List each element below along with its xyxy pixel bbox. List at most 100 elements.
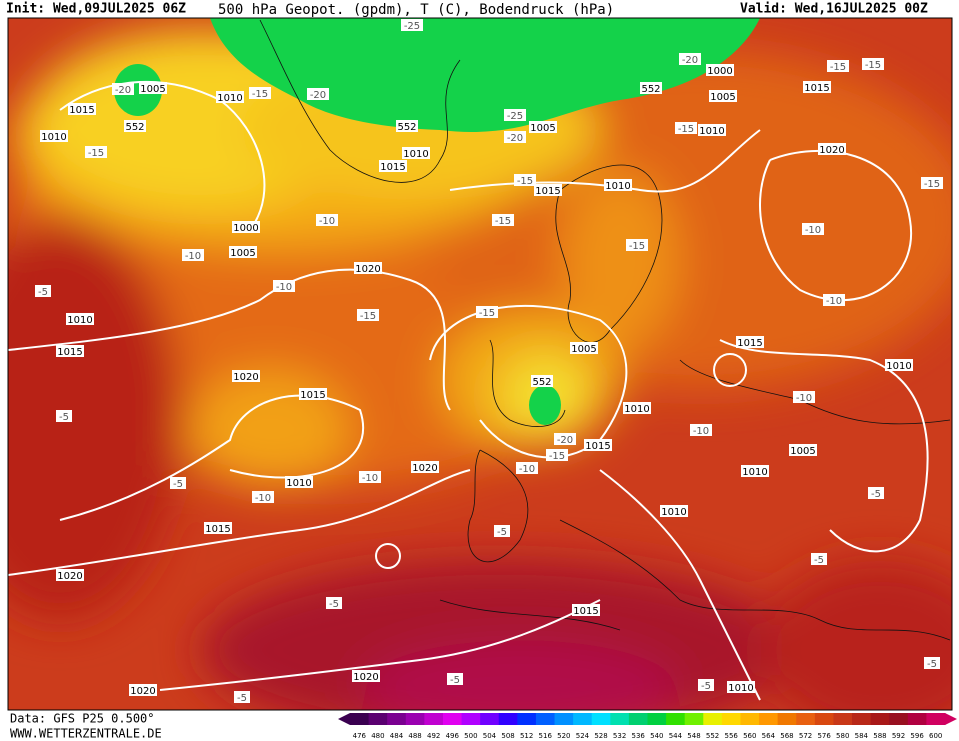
isobar-label-box bbox=[129, 684, 157, 696]
temperature-label: -5 bbox=[871, 489, 881, 500]
isobar-label-box bbox=[604, 179, 632, 191]
isobar-label-box bbox=[572, 604, 600, 616]
temperature-label-box bbox=[504, 131, 526, 143]
colorbar-label: 564 bbox=[762, 732, 776, 740]
isobar-label-box bbox=[885, 359, 913, 371]
temperature-label-box bbox=[823, 294, 845, 306]
colorbar-swatch bbox=[405, 713, 425, 725]
isobar-label-box bbox=[640, 82, 662, 94]
temperature-label: -15 bbox=[924, 179, 940, 190]
valid-time: Valid: Wed,16JUL2025 00Z bbox=[740, 2, 928, 17]
isobar-label: 1005 bbox=[790, 446, 815, 457]
isobar-label-box bbox=[584, 439, 612, 451]
temperature-label: -10 bbox=[319, 216, 335, 227]
colorbar-label: 556 bbox=[724, 732, 738, 740]
isobar-label-box bbox=[139, 82, 167, 94]
temperature-label-box bbox=[679, 53, 701, 65]
isobar-label: 1020 bbox=[355, 264, 380, 275]
isobars bbox=[8, 80, 929, 701]
temperature-label-box bbox=[802, 223, 824, 235]
temperature-label: -5 bbox=[450, 675, 460, 686]
temperature-label-box bbox=[675, 122, 697, 134]
colorbar-swatch bbox=[721, 713, 741, 725]
colorbar-label: 532 bbox=[613, 732, 626, 740]
temperature-label: -20 bbox=[557, 435, 573, 446]
colorbar-label: 536 bbox=[632, 732, 646, 740]
colorbar-swatch bbox=[535, 713, 556, 725]
isobar-label: 1015 bbox=[804, 83, 829, 94]
isobar-label: 1005 bbox=[710, 92, 735, 103]
temperature-label: -15 bbox=[830, 62, 846, 73]
isobar-label-box bbox=[803, 81, 831, 93]
temperature-label-box bbox=[862, 58, 884, 70]
temperature-label: -15 bbox=[252, 89, 268, 100]
colorbar-label: 480 bbox=[371, 732, 384, 740]
temperature-label: -15 bbox=[360, 311, 376, 322]
colorbar-swatch bbox=[759, 713, 779, 725]
colorbar-swatch bbox=[480, 713, 500, 725]
temperature-label-box bbox=[504, 109, 526, 121]
colorbar-swatch bbox=[796, 713, 816, 725]
temperature-label-box bbox=[516, 462, 538, 474]
colorbar-arrow-left bbox=[338, 713, 350, 725]
isobar-label: 1000 bbox=[707, 66, 732, 77]
isobar-label: 1010 bbox=[699, 126, 724, 137]
colorbar-label: 484 bbox=[390, 732, 404, 740]
colorbar-label: 528 bbox=[594, 732, 607, 740]
temperature-label-box bbox=[492, 214, 514, 226]
isobar-label-box bbox=[789, 444, 817, 456]
colorbar-swatch bbox=[852, 713, 872, 725]
isobar-label: 1015 bbox=[535, 186, 560, 197]
isobar-label-box bbox=[56, 345, 84, 357]
isobar-label-box bbox=[727, 681, 755, 693]
isobar-label: 1015 bbox=[737, 338, 762, 349]
map-frame bbox=[7, 17, 953, 711]
isobar-label: 1010 bbox=[286, 478, 311, 489]
colorbar-label: 512 bbox=[520, 732, 533, 740]
colorbar-label: 544 bbox=[669, 732, 683, 740]
map-labels: 1015 1005 552 1010 1010 1010 1015 1000 1005 1020 1… bbox=[35, 19, 943, 704]
temperature-label: -5 bbox=[329, 599, 339, 610]
isobar-label: 1010 bbox=[605, 181, 630, 192]
colorbar-swatch bbox=[424, 713, 444, 725]
temperature-label-box bbox=[827, 60, 849, 72]
isobar-label: 1010 bbox=[624, 404, 649, 415]
colorbar-label: 488 bbox=[408, 732, 421, 740]
isobar-label: 1010 bbox=[728, 683, 753, 694]
colorbar-label: 504 bbox=[483, 732, 497, 740]
temperature-label: -5 bbox=[59, 412, 69, 423]
temperature-label: -5 bbox=[814, 555, 824, 566]
colorbar-label: 524 bbox=[576, 732, 590, 740]
colorbar-label: 496 bbox=[446, 732, 460, 740]
isobar-label: 1015 bbox=[300, 390, 325, 401]
temperature-label-box bbox=[56, 410, 72, 422]
isobar-label-box bbox=[299, 388, 327, 400]
colorbar-label: 592 bbox=[892, 732, 905, 740]
isobar-label-box bbox=[741, 465, 769, 477]
temperature-label: -10 bbox=[796, 393, 812, 404]
colorbar-swatch bbox=[442, 713, 463, 725]
temperature-label-box bbox=[494, 525, 510, 537]
temperature-label-box bbox=[85, 146, 107, 158]
temperature-label: -5 bbox=[927, 659, 937, 670]
colorbar-swatch bbox=[517, 713, 537, 725]
temperature-label: -15 bbox=[865, 60, 881, 71]
isobar-label-box bbox=[396, 120, 418, 132]
temperature-label-box bbox=[793, 391, 815, 403]
isobar-label-box bbox=[529, 121, 557, 133]
temperature-label-box bbox=[234, 691, 250, 703]
isobar-label-box bbox=[229, 246, 257, 258]
isobar-label: 1015 bbox=[69, 105, 94, 116]
low-height-area bbox=[210, 18, 760, 133]
temperature-label: -15 bbox=[479, 308, 495, 319]
colorbar-swatch bbox=[684, 713, 704, 725]
isobar-label-box bbox=[531, 375, 553, 387]
temperature-label: -20 bbox=[115, 85, 131, 96]
isobar-label-box bbox=[818, 143, 846, 155]
colorbar-label: 568 bbox=[780, 732, 793, 740]
temperature-label: -5 bbox=[38, 287, 48, 298]
colorbar-label: 540 bbox=[650, 732, 663, 740]
colorbar-swatch bbox=[573, 713, 593, 725]
isobar-label: 552 bbox=[125, 122, 144, 133]
